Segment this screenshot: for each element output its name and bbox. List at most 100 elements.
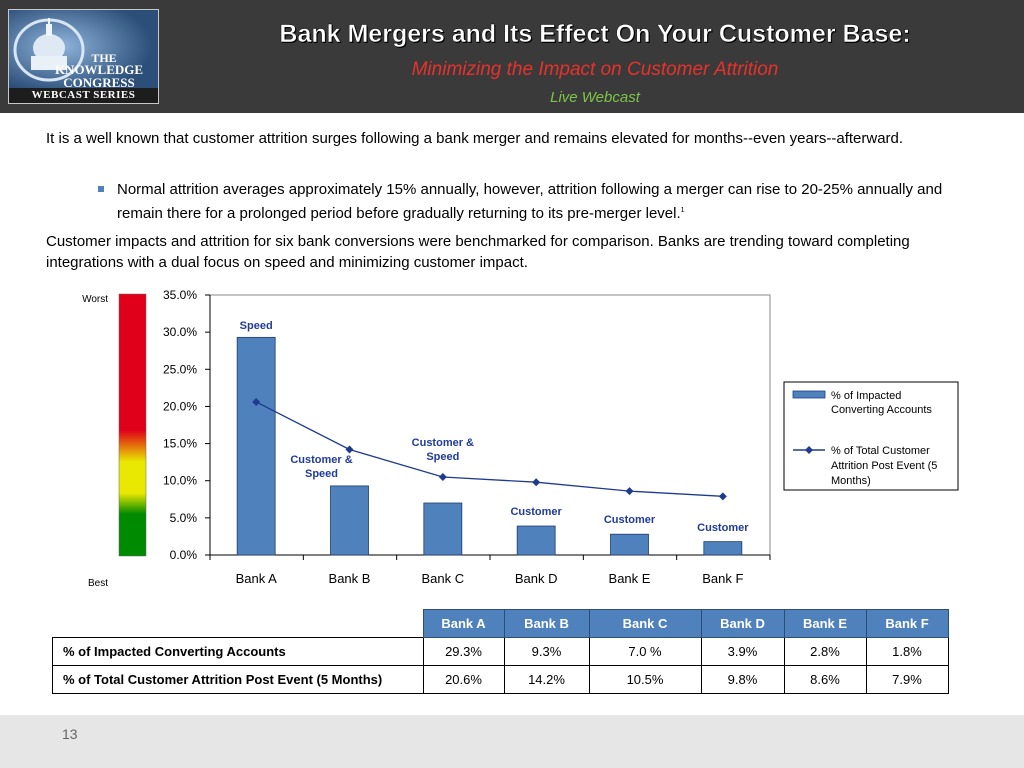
footnote-marker: 1: [680, 207, 685, 214]
bar-annotation: Customer: [604, 514, 656, 526]
table-header-cell: Bank D: [700, 609, 785, 638]
bar-annotation-line: Customer: [604, 514, 656, 526]
y-tick-label: 35.0%: [163, 288, 197, 302]
bar: [610, 533, 649, 556]
y-axis: 0.0% 5.0% 10.0% 15.0% 20.0% 25.0% 30.0% 35.0%: [163, 288, 211, 562]
logo-series-label: WEBCAST SERIES: [9, 88, 158, 103]
table-cell: 3.9%: [700, 637, 785, 666]
logo-line3: CONGRESS: [63, 75, 135, 90]
table-cell: 7.9%: [865, 665, 949, 694]
y-tick-label: 20.0%: [163, 399, 197, 413]
bar-series: [236, 336, 743, 556]
bar: [423, 502, 463, 556]
bar-annotation: Customer: [697, 522, 749, 534]
x-tick-label: Bank B: [329, 571, 371, 586]
legend-box: [783, 381, 959, 491]
table-header-cell: Bank A: [422, 609, 505, 638]
bar: [703, 541, 743, 556]
x-tick-label: Bank E: [609, 571, 651, 586]
data-table: Bank A Bank B Bank C Bank D Bank E Bank …: [52, 609, 949, 694]
bar-annotation: Customer & Speed: [412, 437, 474, 463]
table-cell: 7.0 %: [588, 637, 702, 666]
table-header-cell: Bank E: [783, 609, 867, 638]
footer-bar: [0, 715, 1024, 768]
page-subtitle: Minimizing the Impact on Customer Attrit…: [411, 59, 779, 80]
table-header-cell: Bank C: [588, 609, 702, 638]
legend-diamond-icon: [805, 446, 813, 454]
bar-annotation-line: Customer &: [412, 437, 474, 449]
intro-paragraph: It is a well known that customer attriti…: [46, 130, 904, 147]
logo-line1: THE: [91, 51, 116, 65]
page-title: Bank Mergers and Its Effect On Your Cust…: [279, 20, 911, 48]
table-row: % of Total Customer Attrition Post Event…: [52, 665, 949, 694]
line-point: [625, 487, 634, 496]
bar: [236, 336, 276, 556]
bar-annotation-line: Speed: [305, 468, 338, 480]
x-tick-label: Bank A: [236, 571, 278, 586]
bar-annotation-line: Customer: [697, 522, 749, 534]
y-tick-label: 10.0%: [163, 474, 197, 488]
bar-annotation: Customer & Speed: [290, 454, 352, 480]
bar-annotation-line: Customer: [510, 506, 562, 518]
logo-wordmark: THE KNOWLEDGE CONGRESS: [55, 51, 143, 90]
table-row-label: % of Total Customer Attrition Post Event…: [52, 665, 424, 694]
live-webcast-label: Live Webcast: [550, 89, 640, 106]
knowledge-congress-logo: THE KNOWLEDGE CONGRESS WEBCAST SERIES: [8, 9, 159, 104]
bar-annotation-line: Speed: [240, 320, 273, 332]
chart-legend: % of Impacted Converting Accounts % of T…: [783, 381, 959, 491]
table-header-row: Bank A Bank B Bank C Bank D Bank E Bank …: [53, 609, 949, 638]
y-tick-label: 25.0%: [163, 362, 197, 376]
line-point: [718, 492, 727, 501]
table-cell: 10.5%: [588, 665, 702, 694]
x-tick-label: Bank C: [422, 571, 465, 586]
header-banner: THE KNOWLEDGE CONGRESS WEBCAST SERIES Ba…: [0, 0, 1024, 113]
page-number: 13: [62, 726, 78, 742]
table-row-label: % of Impacted Converting Accounts: [52, 637, 424, 666]
y-tick-label: 0.0%: [170, 548, 198, 562]
table-cell: 9.3%: [503, 637, 590, 666]
table-cell: 14.2%: [503, 665, 590, 694]
bullet-marker: [98, 186, 104, 192]
y-tick-label: 15.0%: [163, 437, 197, 451]
line-point: [438, 473, 447, 481]
attrition-chart: Worst Best 0.0% 5.0% 10.0% 15.0% 20.0% 25.0% 3…: [82, 288, 959, 589]
logo-line2: KNOWLEDGE: [55, 62, 143, 77]
table-cell: 9.8%: [700, 665, 785, 694]
y-tick-label: 5.0%: [170, 511, 198, 525]
x-tick-label: Bank D: [515, 571, 558, 586]
bar-annotation-line: Speed: [426, 451, 459, 463]
worst-best-scale: [118, 293, 147, 557]
table-corner: [53, 610, 424, 638]
plot-area: [209, 294, 771, 556]
bar-annotation: Customer: [510, 506, 562, 518]
table-header-cell: Bank F: [865, 609, 949, 638]
line-point: [345, 445, 354, 454]
attrition-bullet: Normal attrition averages approximately …: [117, 179, 977, 224]
table-cell: 8.6%: [783, 665, 867, 694]
y-tick-label: 30.0%: [163, 325, 197, 339]
benchmark-paragraph: Customer impacts and attrition for six b…: [46, 233, 910, 271]
bar-annotation-line: Customer &: [290, 454, 352, 466]
line-point: [532, 478, 541, 487]
capitol-logo-icon: [9, 10, 158, 90]
table-cell: 2.8%: [783, 637, 867, 666]
line-series: [252, 397, 727, 501]
table-cell: 20.6%: [422, 665, 505, 694]
table-header-cell: Bank B: [503, 609, 590, 638]
table-cell: 29.3%: [422, 637, 505, 666]
attrition-bullet-text: Normal attrition averages approximately …: [117, 181, 943, 222]
bar: [516, 525, 556, 556]
line-point: [252, 397, 261, 406]
legend-line-label: % of Total Customer Attrition Post Event…: [831, 445, 940, 487]
legend-bar-swatch: [792, 390, 826, 399]
bar: [330, 485, 369, 556]
legend-bar-label: % of Impacted Converting Accounts: [831, 390, 932, 416]
bar-annotation: Speed: [240, 320, 273, 332]
x-axis: Bank A Bank B Bank C Bank D Bank E Bank F: [209, 554, 771, 586]
table-cell: 1.8%: [865, 637, 949, 666]
series-line: [255, 401, 723, 497]
table-row: % of Impacted Converting Accounts 29.3% …: [52, 637, 949, 666]
x-tick-label: Bank F: [702, 571, 743, 586]
scale-worst-label: Worst: [82, 294, 108, 305]
